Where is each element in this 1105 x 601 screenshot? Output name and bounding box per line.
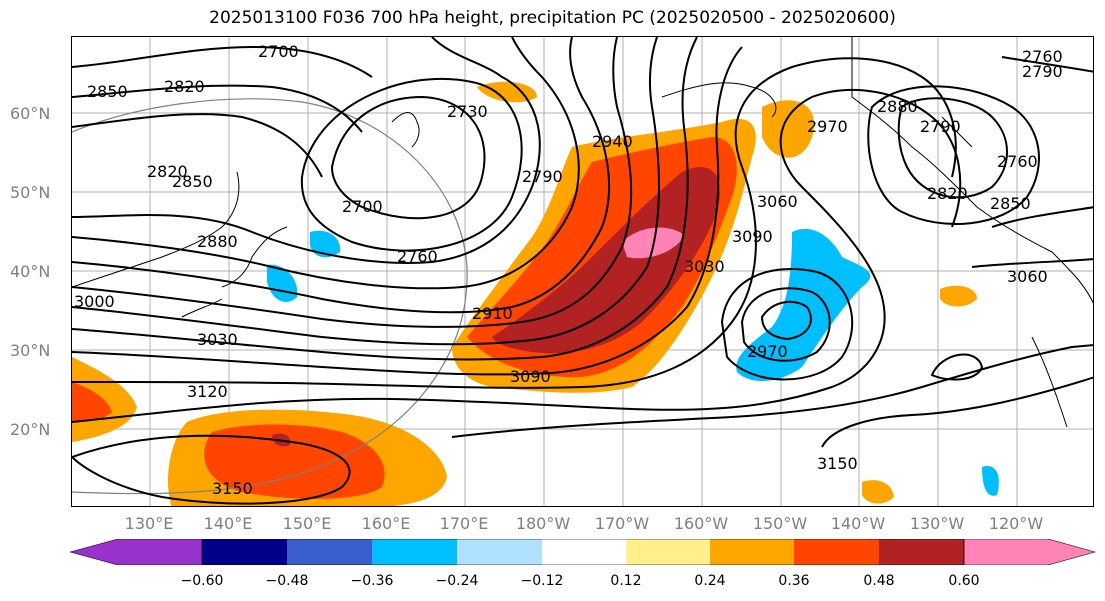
contour-label: 2910 <box>472 304 513 323</box>
colorbar-tick: −0.24 <box>435 573 479 589</box>
colorbar-swatch <box>287 539 372 565</box>
contour-label: 2790 <box>1022 62 1063 81</box>
lon-label-170e: 170°E <box>439 514 489 533</box>
lon-label-170w: 170°W <box>594 514 650 533</box>
contour-label: 2940 <box>592 132 633 151</box>
contour-label-group: 2700 2820 2850 2730 2940 2880 2790 2970 … <box>74 42 1063 498</box>
colorbar-extend-high <box>963 539 1096 565</box>
contour-label: 2970 <box>747 342 788 361</box>
map-panel[interactable]: 2700 2820 2850 2730 2940 2880 2790 2970 … <box>71 36 1094 507</box>
contour-label: 3150 <box>817 454 858 473</box>
contour-label: 2850 <box>990 194 1031 213</box>
contour-label: 2880 <box>197 232 238 251</box>
colorbar-tick: 0.48 <box>863 573 895 589</box>
contour-label: 2760 <box>1022 47 1063 66</box>
lon-label-150e: 150°E <box>282 514 332 533</box>
contour-label: 2790 <box>522 167 563 186</box>
contour-label: 3000 <box>74 292 115 311</box>
colorbar-swatch <box>794 539 879 565</box>
lon-label-160w: 160°W <box>673 514 729 533</box>
lat-label-50n: 50°N <box>10 183 51 202</box>
contour-label: 3090 <box>510 367 551 386</box>
lat-label-20n: 20°N <box>10 420 51 439</box>
contour-label: 2880 <box>877 97 918 116</box>
contour-label: 2970 <box>807 117 848 136</box>
contour-label: 2850 <box>87 82 128 101</box>
colorbar-extend-low <box>70 539 203 565</box>
lon-label-130e: 130°E <box>124 514 174 533</box>
precip-shading <box>72 81 977 506</box>
lon-label-140e: 140°E <box>203 514 253 533</box>
contour-label: 2700 <box>342 197 383 216</box>
lon-label-160e: 160°E <box>361 514 411 533</box>
contour-label: 2700 <box>258 42 299 61</box>
contour-label: 2790 <box>920 117 961 136</box>
colorbar-swatch <box>879 539 964 565</box>
map-title: 2025013100 F036 700 hPa height, precipit… <box>209 8 896 28</box>
colorbar-swatch <box>202 539 287 565</box>
colorbar-tick: 0.24 <box>694 573 726 589</box>
contour-label: 2730 <box>447 102 488 121</box>
colorbar-tick: −0.36 <box>350 573 394 589</box>
colorbar-swatch <box>626 539 710 565</box>
contour-label: 2820 <box>147 162 188 181</box>
contour-label: 3150 <box>212 479 253 498</box>
contour-label: 3060 <box>1007 267 1048 286</box>
height-contours <box>72 37 1093 505</box>
contour-label: 3060 <box>757 192 798 211</box>
contour-label: 2820 <box>927 184 968 203</box>
contour-label: 2820 <box>164 77 205 96</box>
colorbar-tick: −0.12 <box>520 573 564 589</box>
colorbar-tick: 0.60 <box>948 573 980 589</box>
lon-label-130w: 130°W <box>909 514 965 533</box>
colorbar-tick: −0.48 <box>265 573 309 589</box>
contour-label: 3030 <box>684 257 725 276</box>
contour-label: 2760 <box>997 152 1038 171</box>
contour-label: 3030 <box>197 330 238 349</box>
colorbar-tick: 0.36 <box>778 573 810 589</box>
contour-label: 2850 <box>172 172 213 191</box>
great-circle <box>72 98 468 495</box>
lon-label-140w: 140°W <box>830 514 886 533</box>
contour-label: 2760 <box>397 247 438 266</box>
colorbar-swatch <box>372 539 457 565</box>
colorbar-tick: 0.12 <box>610 573 642 589</box>
colorbar-swatch <box>457 539 542 565</box>
lon-label-180w: 180°W <box>515 514 571 533</box>
colorbar-swatch <box>542 539 626 565</box>
colorbar-tick: −0.60 <box>180 573 224 589</box>
contour-label: 3090 <box>732 227 773 246</box>
contour-label: 3120 <box>187 382 228 401</box>
lon-label-150w: 150°W <box>752 514 808 533</box>
lat-label-60n: 60°N <box>10 104 51 123</box>
lat-label-40n: 40°N <box>10 262 51 281</box>
lon-label-120w: 120°W <box>988 514 1044 533</box>
colorbar <box>70 539 1096 565</box>
colorbar-swatch <box>710 539 794 565</box>
map-canvas: 2700 2820 2850 2730 2940 2880 2790 2970 … <box>72 37 1093 506</box>
coastlines <box>72 37 1093 428</box>
lat-label-30n: 30°N <box>10 341 51 360</box>
